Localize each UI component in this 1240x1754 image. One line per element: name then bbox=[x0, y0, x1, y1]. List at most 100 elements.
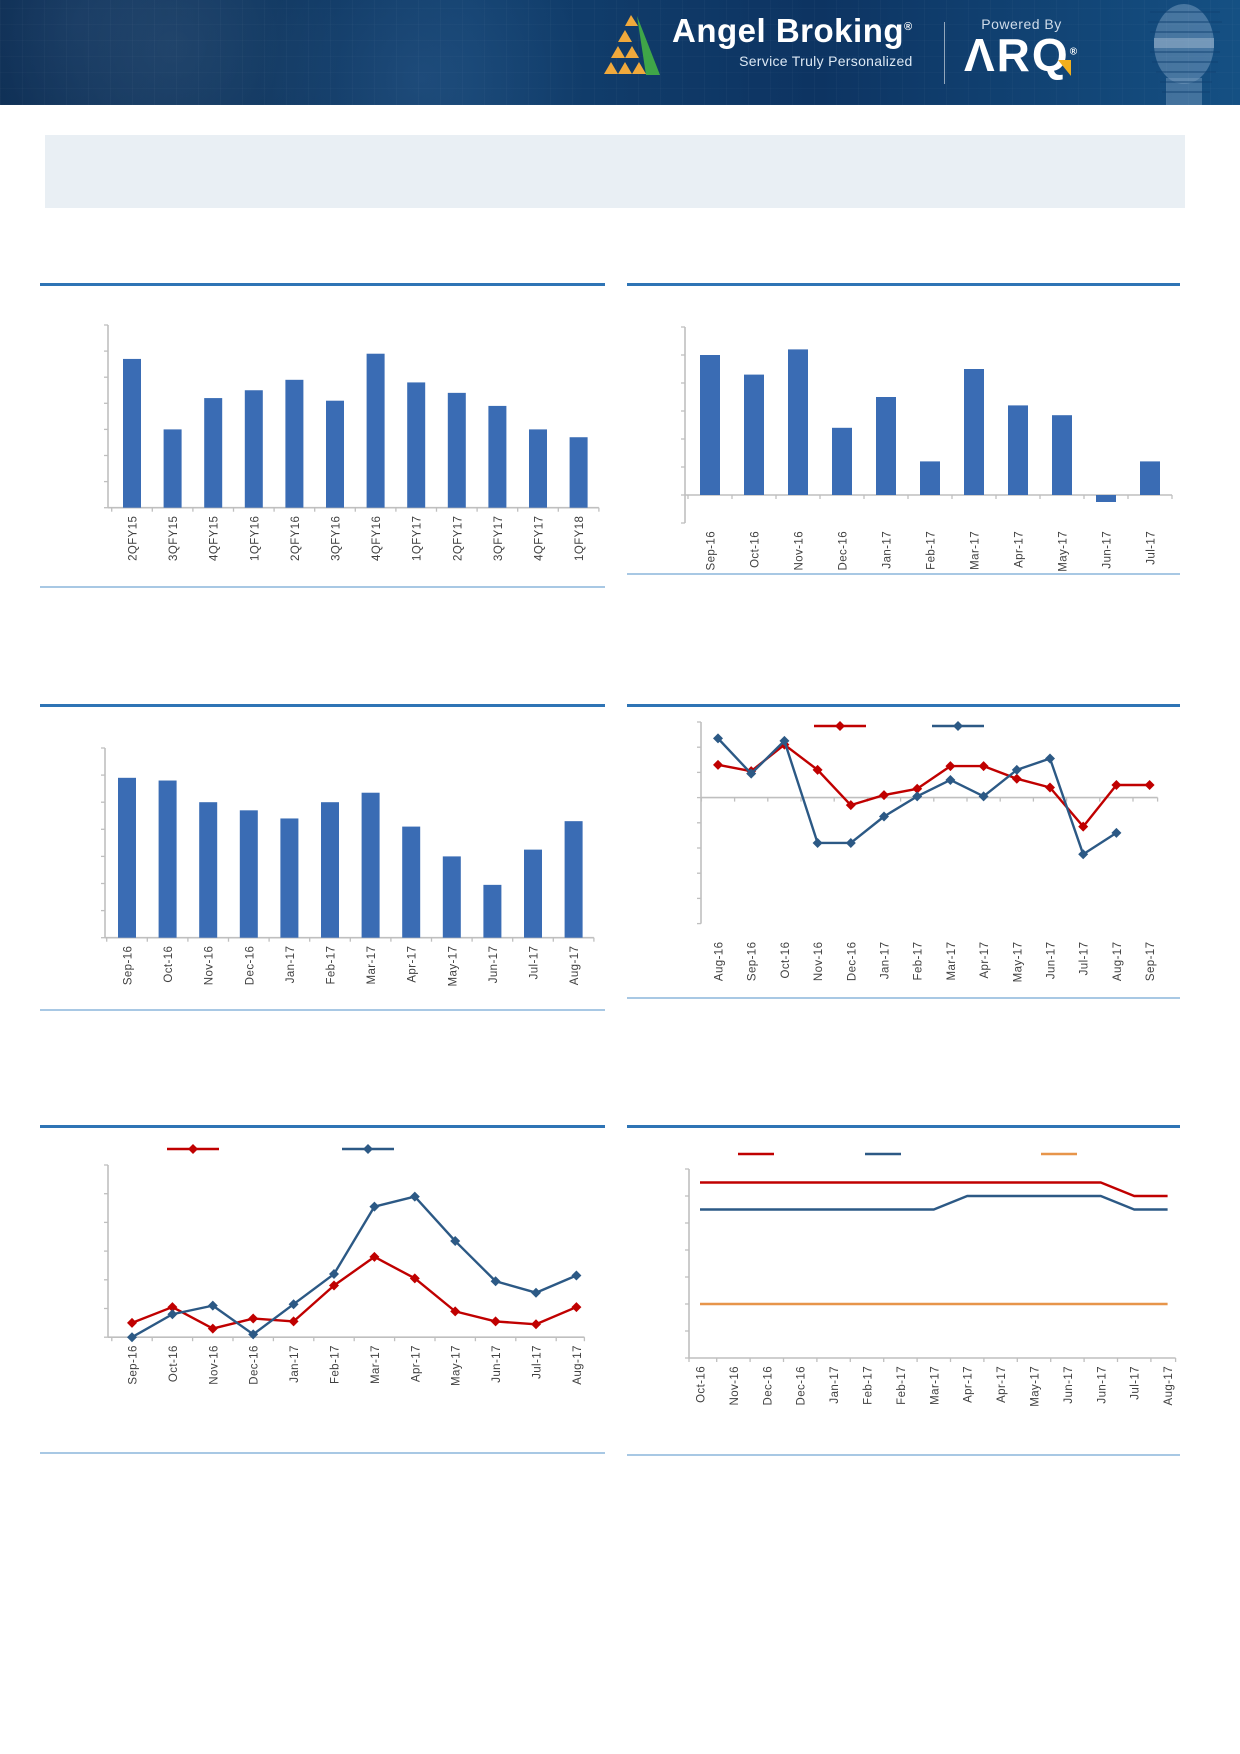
arq-logo: ΛRQ® bbox=[964, 29, 1080, 81]
svg-text:Aug-17: Aug-17 bbox=[569, 946, 581, 985]
svg-text:May-17: May-17 bbox=[447, 946, 459, 987]
legend-item-red bbox=[814, 719, 866, 737]
registered-mark: ® bbox=[1069, 46, 1080, 58]
monthly-bar-chart-1: Sep-16 Oct-16 Nov-16 Dec-16 Jan-17 Feb-17 Mar-… bbox=[681, 326, 1173, 572]
blue-line-legend-icon bbox=[865, 1152, 901, 1156]
brand-block: Angel Broking® Service Truly Personalize… bbox=[604, 12, 913, 78]
svg-text:Jun-17: Jun-17 bbox=[1063, 1366, 1075, 1404]
svg-text:Sep-16: Sep-16 bbox=[123, 946, 135, 985]
svg-text:Dec-16: Dec-16 bbox=[796, 1366, 808, 1405]
brand-text: Angel Broking® Service Truly Personalize… bbox=[672, 12, 913, 68]
svg-text:Oct-16: Oct-16 bbox=[696, 1366, 708, 1403]
arq-block: Powered By ΛRQ® bbox=[964, 16, 1079, 78]
svg-text:Oct-16: Oct-16 bbox=[780, 942, 792, 979]
svg-text:1QFY18: 1QFY18 bbox=[574, 516, 586, 561]
svg-text:Apr-17: Apr-17 bbox=[1014, 531, 1026, 568]
svg-text:Jan-17: Jan-17 bbox=[880, 942, 892, 980]
svg-text:4QFY16: 4QFY16 bbox=[371, 516, 383, 561]
svg-text:2QFY16: 2QFY16 bbox=[290, 516, 302, 561]
chart-section-dual-line-2: Sep-16 Oct-16 Nov-16 Dec-16 Jan-17 Feb-17 Mar-… bbox=[40, 1125, 605, 1546]
red-line-diamond-legend-icon bbox=[167, 1144, 219, 1154]
svg-text:Feb-17: Feb-17 bbox=[863, 1366, 875, 1405]
monthly-bar-chart-2: Sep-16 Oct-16 Nov-16 Dec-16 Jan-17 Feb-17 Mar-… bbox=[101, 747, 595, 987]
legend-item-orange bbox=[1041, 1144, 1077, 1162]
svg-text:Mar-17: Mar-17 bbox=[929, 1366, 941, 1405]
svg-text:Dec-16: Dec-16 bbox=[846, 942, 858, 981]
svg-text:Nov-16: Nov-16 bbox=[813, 942, 825, 981]
svg-text:Apr-17: Apr-17 bbox=[410, 1345, 422, 1382]
brand-name: Angel Broking® bbox=[672, 12, 913, 49]
chart-section-dual-line-1: Aug-16 Sep-16 Oct-16 Nov-16 Dec-16 Jan-17 Feb-… bbox=[627, 704, 1180, 1125]
svg-text:Mar-17: Mar-17 bbox=[970, 531, 982, 570]
dual-line-chart-1: Aug-16 Sep-16 Oct-16 Nov-16 Dec-16 Jan-17 Feb-… bbox=[697, 721, 1159, 983]
section-underline bbox=[627, 997, 1180, 999]
svg-text:2QFY17: 2QFY17 bbox=[452, 516, 464, 561]
svg-text:Aug-17: Aug-17 bbox=[1112, 942, 1124, 981]
svg-text:Apr-17: Apr-17 bbox=[407, 946, 419, 983]
svg-text:Oct-16: Oct-16 bbox=[750, 531, 762, 568]
svg-text:May-17: May-17 bbox=[1012, 942, 1024, 983]
svg-text:Jun-17: Jun-17 bbox=[1096, 1366, 1108, 1404]
svg-text:Jan-17: Jan-17 bbox=[285, 946, 297, 984]
svg-text:Sep-17: Sep-17 bbox=[1145, 942, 1157, 981]
svg-text:Sep-16: Sep-16 bbox=[128, 1345, 140, 1384]
svg-text:Apr-17: Apr-17 bbox=[979, 942, 991, 979]
svg-text:Jan-17: Jan-17 bbox=[829, 1366, 841, 1404]
svg-text:Nov-16: Nov-16 bbox=[208, 1345, 220, 1384]
svg-text:May-17: May-17 bbox=[1058, 531, 1070, 572]
svg-text:4QFY15: 4QFY15 bbox=[209, 516, 221, 561]
svg-text:Aug-17: Aug-17 bbox=[572, 1345, 584, 1384]
svg-text:Mar-17: Mar-17 bbox=[946, 942, 958, 981]
svg-text:Jun-17: Jun-17 bbox=[1102, 531, 1114, 569]
red-line-legend-icon bbox=[738, 1152, 774, 1156]
cyborg-head-graphic bbox=[1148, 4, 1222, 105]
svg-text:Oct-16: Oct-16 bbox=[168, 1345, 180, 1382]
svg-text:Dec-16: Dec-16 bbox=[244, 946, 256, 985]
legend-item-red bbox=[167, 1142, 219, 1160]
chart-section-monthly-bars-1: Sep-16 Oct-16 Nov-16 Dec-16 Jan-17 Feb-17 Mar-… bbox=[627, 283, 1180, 704]
section-divider bbox=[627, 704, 1180, 707]
svg-text:Jul-17: Jul-17 bbox=[532, 1345, 544, 1379]
svg-text:Nov-16: Nov-16 bbox=[794, 531, 806, 570]
orange-line-legend-icon bbox=[1041, 1152, 1077, 1156]
svg-text:Jul-17: Jul-17 bbox=[529, 946, 541, 980]
svg-text:Dec-16: Dec-16 bbox=[838, 531, 850, 570]
section-underline bbox=[40, 586, 605, 588]
section-underline bbox=[40, 1009, 605, 1011]
svg-text:Jul-17: Jul-17 bbox=[1130, 1366, 1142, 1400]
dual-line-chart-2: Sep-16 Oct-16 Nov-16 Dec-16 Jan-17 Feb-17 Mar-… bbox=[104, 1164, 586, 1386]
powered-by-label: Powered By bbox=[981, 16, 1062, 32]
section-divider bbox=[627, 283, 1180, 286]
svg-text:Feb-17: Feb-17 bbox=[330, 1345, 342, 1384]
section-divider bbox=[40, 283, 605, 286]
svg-text:Mar-17: Mar-17 bbox=[370, 1345, 382, 1384]
svg-text:Jun-17: Jun-17 bbox=[488, 946, 500, 984]
triple-line-chart: Oct-16 Nov-16 Dec-16 Dec-16 Jan-17 Feb-17 Feb-… bbox=[685, 1168, 1177, 1407]
svg-text:3QFY16: 3QFY16 bbox=[331, 516, 343, 561]
title-box bbox=[45, 135, 1185, 208]
svg-text:Jun-17: Jun-17 bbox=[1046, 942, 1058, 980]
red-line-diamond-legend-icon bbox=[814, 721, 866, 731]
svg-text:1QFY17: 1QFY17 bbox=[412, 516, 424, 561]
section-underline bbox=[627, 573, 1180, 575]
registered-mark: ® bbox=[904, 21, 913, 33]
svg-text:Sep-16: Sep-16 bbox=[747, 942, 759, 981]
svg-text:Nov-16: Nov-16 bbox=[729, 1366, 741, 1405]
svg-text:May-17: May-17 bbox=[1030, 1366, 1042, 1407]
svg-text:Apr-17: Apr-17 bbox=[996, 1366, 1008, 1403]
svg-text:Sep-16: Sep-16 bbox=[706, 531, 718, 570]
blue-line-diamond-legend-icon bbox=[342, 1144, 394, 1154]
legend-item-blue bbox=[865, 1144, 901, 1162]
svg-text:3QFY15: 3QFY15 bbox=[168, 516, 180, 561]
svg-text:Aug-17: Aug-17 bbox=[1163, 1366, 1175, 1405]
arq-yellow-wedge-icon bbox=[1058, 60, 1072, 76]
svg-text:Aug-16: Aug-16 bbox=[714, 942, 726, 981]
svg-text:Feb-17: Feb-17 bbox=[326, 946, 338, 985]
section-underline bbox=[627, 1454, 1180, 1456]
svg-text:Feb-17: Feb-17 bbox=[896, 1366, 908, 1405]
svg-text:Apr-17: Apr-17 bbox=[963, 1366, 975, 1403]
svg-text:Jun-17: Jun-17 bbox=[491, 1345, 503, 1383]
legend-item-red bbox=[738, 1144, 774, 1162]
blue-line-diamond-legend-icon bbox=[932, 721, 984, 731]
